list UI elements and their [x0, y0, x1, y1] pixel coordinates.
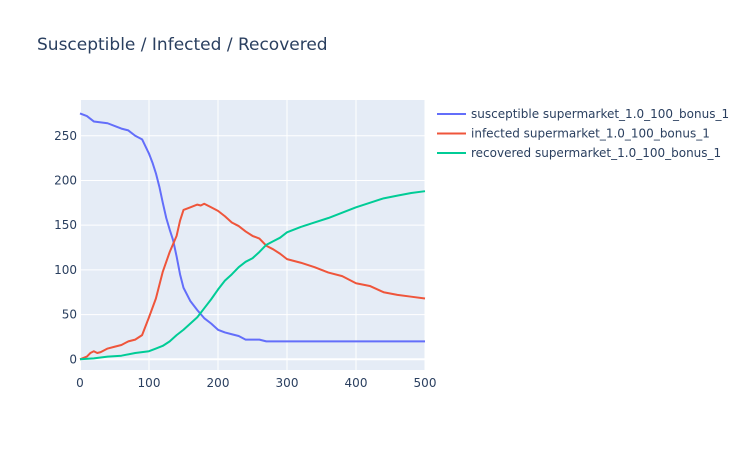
- y-tick-label: 50: [62, 308, 77, 322]
- legend-item[interactable]: recovered supermarket_1.0_100_bonus_1: [437, 146, 721, 160]
- y-tick-label: 100: [54, 263, 77, 277]
- series-lines: [79, 112, 426, 361]
- x-tick-label: 100: [138, 376, 161, 390]
- x-tick-label: 0: [76, 376, 84, 390]
- legend-label: recovered supermarket_1.0_100_bonus_1: [471, 146, 721, 160]
- series-line-1: [79, 112, 425, 343]
- x-tick-label: 400: [345, 376, 368, 390]
- legend[interactable]: susceptible supermarket_1.0_100_bonus_1i…: [437, 107, 729, 160]
- series-line-2: [79, 202, 426, 361]
- legend-label: infected supermarket_1.0_100_bonus_1: [471, 127, 710, 141]
- chart-title: Susceptible / Infected / Recovered: [37, 35, 328, 55]
- x-tick-label: 500: [414, 376, 437, 390]
- gridlines: [79, 100, 426, 370]
- legend-item[interactable]: infected supermarket_1.0_100_bonus_1: [437, 127, 710, 141]
- y-tick-label: 150: [54, 218, 77, 232]
- legend-item[interactable]: susceptible supermarket_1.0_100_bonus_1: [437, 107, 729, 121]
- y-tick-label: 0: [69, 352, 77, 366]
- x-tick-label: 300: [276, 376, 299, 390]
- legend-label: susceptible supermarket_1.0_100_bonus_1: [471, 107, 729, 121]
- y-tick-label: 250: [54, 129, 77, 143]
- y-tick-label: 200: [54, 173, 77, 187]
- series-line-3: [79, 190, 426, 361]
- axis-ticks: 0 100 200 300 400 500 0 50 100 150 200 250: [54, 129, 436, 390]
- x-tick-label: 200: [207, 376, 230, 390]
